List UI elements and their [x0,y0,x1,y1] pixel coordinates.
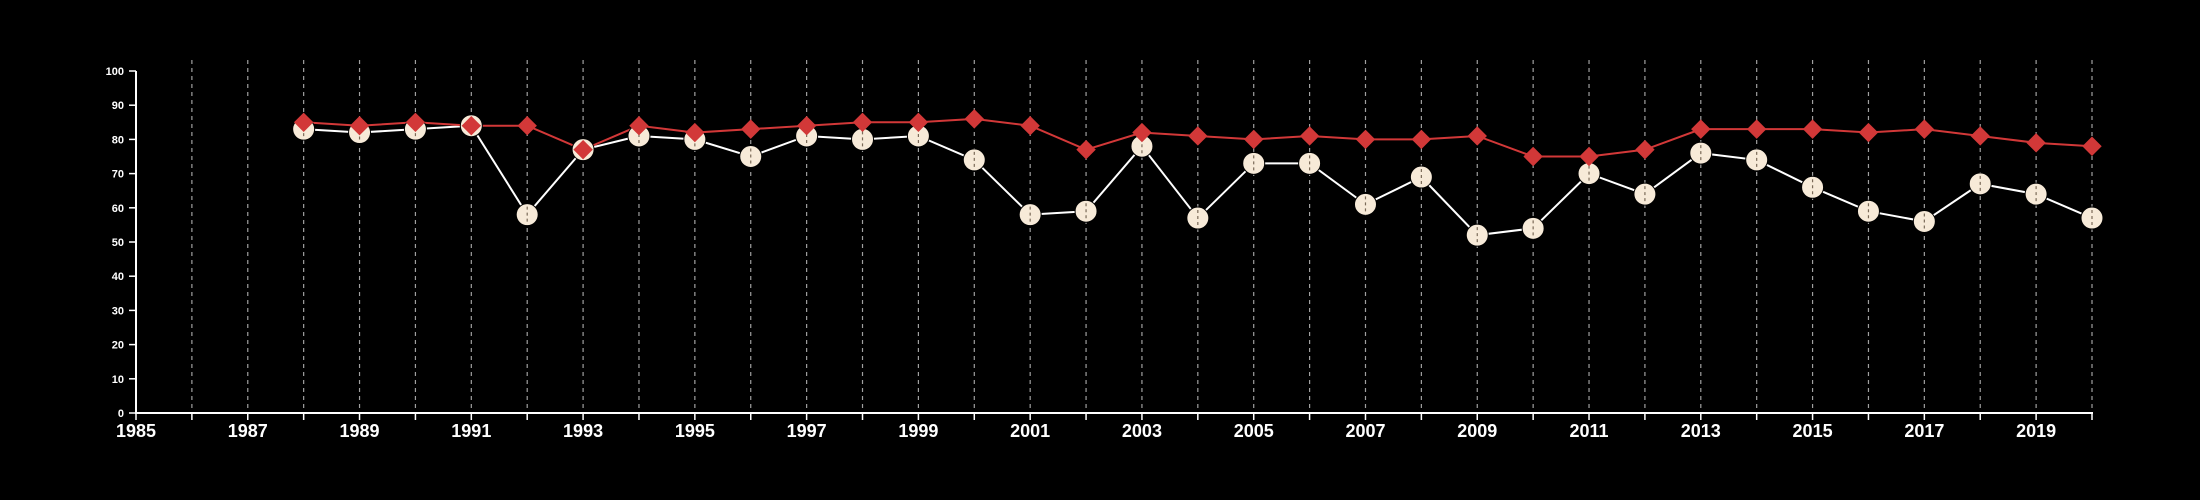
series-b-marker-2002 [1076,139,1096,160]
x-tick-label-2015: 2015 [1793,421,1833,441]
x-tick-label-1987: 1987 [228,421,268,441]
series-b-marker-2016 [1858,122,1879,143]
series-a-point-2020 [2080,206,2104,230]
series-a-point-2010 [1521,216,1545,240]
series-b-marker-1988 [293,112,314,133]
series-b-marker-2020 [2082,136,2102,156]
series-b-marker-1995 [685,122,705,143]
x-tick-label-2005: 2005 [1234,421,1274,441]
series-a-point-2017 [1912,209,1936,233]
series-a-point-2018 [1968,172,1992,196]
y-tick-label-0: 0 [118,408,124,420]
series-b-marker-1999 [908,112,929,133]
series-b-marker-1993 [573,139,593,160]
x-tick-label-1985: 1985 [116,421,156,441]
series-a-point-2014 [1745,148,1769,172]
series-b-marker-1997 [796,116,817,136]
series-b-marker-2017 [1914,119,1935,139]
x-tick-label-1999: 1999 [898,421,938,441]
series-a-point-2019 [2024,182,2048,206]
x-tick-label-2019: 2019 [2016,421,2056,441]
y-tick-label-30: 30 [112,305,124,317]
y-tick-label-20: 20 [112,340,124,352]
series-a-point-2001 [1018,203,1042,227]
series-b-marker-1992 [517,116,537,136]
y-tick-label-10: 10 [112,374,124,386]
series-b-marker-2012 [1635,139,1655,160]
series-b-marker-1994 [629,116,649,136]
x-tick-label-2011: 2011 [1569,421,1608,441]
series-layer [292,109,2104,247]
series-a-point-2013 [1689,141,1713,165]
series-b-marker-2014 [1746,119,1767,139]
series-a-point-2008 [1409,165,1433,189]
series-b-marker-2000 [964,109,984,129]
series-b-marker-1991 [461,116,482,136]
series-b-marker-2011 [1579,146,1599,167]
series-b-marker-2015 [1802,119,1823,139]
y-tick-label-70: 70 [112,169,124,181]
series-a-point-1996 [739,145,763,168]
series-b-marker-2010 [1523,146,1543,167]
series-b-marker-1998 [852,112,873,133]
x-tick-label-1997: 1997 [787,421,827,441]
y-tick-label-40: 40 [112,271,124,283]
y-tick-label-90: 90 [112,100,124,112]
series-b-marker-2001 [1020,116,1040,136]
x-tick-label-2017: 2017 [1904,421,1944,441]
x-tick-label-1991: 1991 [451,421,491,441]
series-a-point-2000 [962,148,986,172]
series-a-point-2012 [1633,182,1657,206]
series-b-marker-2009 [1467,126,1487,146]
series-a-point-2004 [1186,206,1210,230]
series-a-point-2002 [1074,199,1098,223]
x-tick-label-2013: 2013 [1681,421,1721,441]
x-tick-label-2001: 2001 [1010,421,1050,441]
series-b-marker-2007 [1355,129,1376,150]
series-b-marker-2018 [1970,126,1990,146]
x-tick-label-1993: 1993 [563,421,603,441]
series-b-marker-2008 [1411,129,1432,150]
series-a-point-2005 [1242,151,1266,175]
series-b-marker-2003 [1132,122,1152,143]
x-tick-label-2003: 2003 [1122,421,1162,441]
series-a-point-2016 [1856,199,1880,223]
series-b-marker-1989 [349,116,370,136]
series-b-marker-2005 [1244,129,1264,150]
series-a-point-2009 [1465,223,1489,247]
series-b-marker-2013 [1691,119,1711,139]
series-a-point-2006 [1298,151,1322,175]
series-a-point-2015 [1801,175,1825,199]
series-b-marker-2019 [2026,133,2046,153]
x-tick-label-2009: 2009 [1457,421,1497,441]
y-tick-label-80: 80 [112,134,124,146]
series-b-marker-1996 [741,119,761,139]
x-tick-label-1989: 1989 [340,421,380,441]
series-b-marker-2006 [1299,126,1320,146]
y-tick-label-50: 50 [112,237,124,249]
series-b-marker-1990 [405,112,426,133]
y-tick-label-100: 100 [106,66,124,78]
series-a-point-1992 [515,203,539,227]
x-tick-label-2007: 2007 [1345,421,1385,441]
x-tick-label-1995: 1995 [675,421,715,441]
series-b-marker-2004 [1188,126,1208,146]
y-tick-label-60: 60 [112,203,124,215]
series-a-point-2007 [1353,192,1377,216]
axes: 0 10 20 30 40 50 60 70 80 90 100 1985 1987 1989 1991 19… [106,66,2093,441]
